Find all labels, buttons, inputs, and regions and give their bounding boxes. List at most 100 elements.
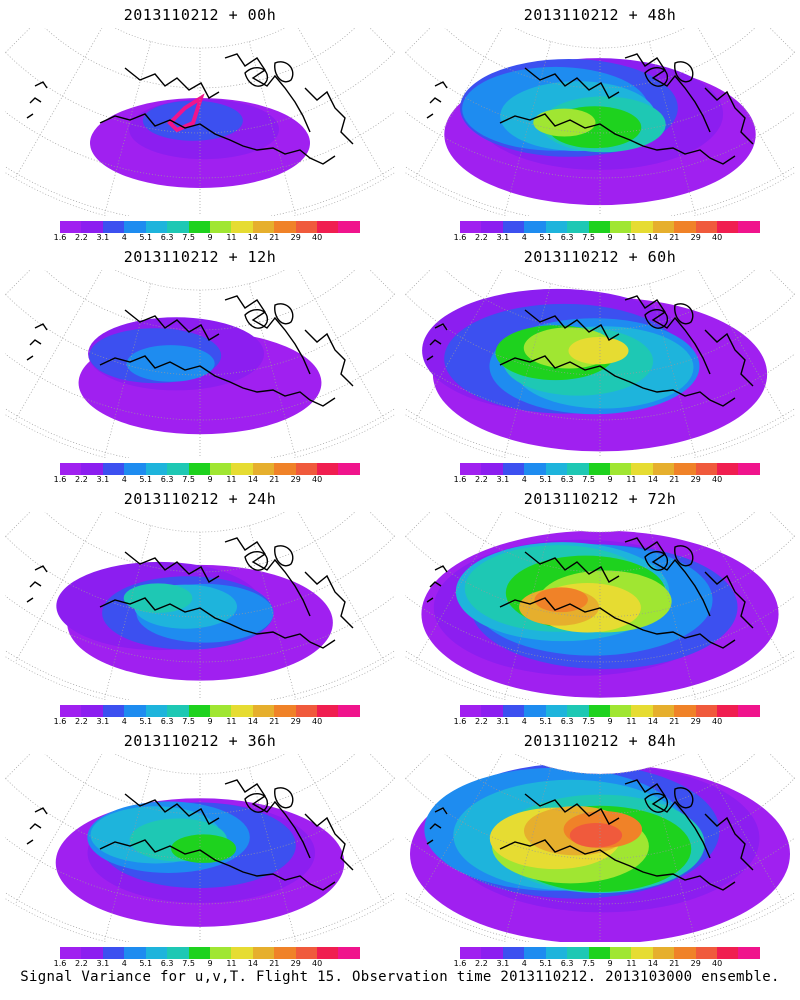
graticule-parallel	[423, 28, 777, 89]
colorbar-swatch	[274, 947, 296, 959]
colorbar-swatch	[609, 705, 632, 717]
colorbar-swatch	[674, 947, 696, 959]
colorbar-tick-label: 7.5	[182, 475, 195, 484]
graticule-meridian	[694, 28, 786, 179]
colorbar-swatch	[81, 947, 103, 959]
colorbar-swatch	[652, 947, 675, 959]
colorbar-swatch	[295, 705, 318, 717]
coastline	[124, 309, 220, 341]
coastline	[99, 355, 336, 407]
coastline	[704, 571, 754, 629]
colorbar-tick-label: 14	[647, 959, 658, 968]
colorbar-swatch	[60, 463, 82, 475]
graticule-parallel	[5, 518, 395, 618]
colorbar-tick-label: 4	[521, 475, 527, 484]
colorbar-tick-label: 14	[647, 233, 658, 242]
colorbar-tick-label: 29	[290, 959, 301, 968]
colorbar-tick-label: 21	[669, 233, 680, 242]
colorbar-tick-label: 21	[669, 959, 680, 968]
graticule-parallel	[5, 789, 395, 905]
graticule-meridian	[503, 283, 552, 458]
forecast-panel: 2013110212 + 84h 1.6 2.2 3.1 4 5.1 6.3 7.5 9 11 14…	[400, 726, 800, 968]
colorbar-swatch	[60, 705, 82, 717]
colorbar-swatch	[338, 947, 360, 959]
coastline	[499, 355, 736, 407]
colorbar-swatch	[145, 705, 168, 717]
colorbar-swatch	[481, 705, 503, 717]
colorbar-tick-label: 21	[269, 959, 280, 968]
colorbar-swatch	[695, 463, 718, 475]
colorbar-swatch	[481, 221, 503, 233]
colorbar-tick-label: 2.2	[475, 717, 488, 726]
colorbar-swatch	[567, 705, 589, 717]
colorbar-swatch	[567, 221, 589, 233]
colorbar-tick-label: 2.2	[475, 959, 488, 968]
variance-contour	[534, 587, 588, 613]
colorbar-tick-label: 6.3	[160, 717, 174, 726]
colorbar-swatch	[167, 463, 189, 475]
colorbar-tick-label: 40	[312, 717, 323, 726]
colorbar-tick-label: 6.3	[560, 959, 574, 968]
graticule-parallel	[5, 760, 395, 860]
graticule-parallel	[5, 34, 395, 134]
graticule-parallel	[5, 63, 395, 179]
panel-title: 2013110212 + 00h	[123, 6, 277, 24]
graticule-parallel	[405, 305, 795, 421]
colorbar-tick-label: 40	[312, 475, 323, 484]
coastline	[624, 779, 711, 859]
colorbar-swatch	[145, 463, 168, 475]
coastline	[644, 66, 669, 87]
coastline	[644, 792, 669, 813]
variance-map	[405, 270, 795, 458]
colorbar-labels: 1.6 2.2 3.1 4 5.1 6.3 7.5 9 11 14 21 29 40	[54, 233, 360, 245]
colorbar-swatch	[60, 947, 82, 959]
colorbar-swatch	[588, 947, 610, 959]
colorbar-swatch	[317, 221, 339, 233]
colorbar-swatch	[717, 705, 739, 717]
colorbar-swatch	[738, 947, 760, 959]
colorbar-tick-label: 5.1	[139, 717, 153, 726]
coastline	[224, 537, 311, 617]
colorbar-tick-label: 5.1	[539, 475, 553, 484]
colorbar-swatch	[588, 221, 610, 233]
colorbar-labels: 1.6 2.2 3.1 4 5.1 6.3 7.5 9 11 14 21 29 40	[454, 233, 760, 245]
colorbar-swatch	[738, 705, 760, 717]
forecast-panel: 2013110212 + 24h 1.6 2.2 3.1 4 5.1 6.3 7.5 9 11 14…	[0, 484, 400, 726]
colorbar	[460, 947, 760, 959]
colorbar-swatch	[188, 463, 210, 475]
colorbar-swatch	[252, 705, 275, 717]
colorbar-labels: 1.6 2.2 3.1 4 5.1 6.3 7.5 9 11 14 21 29 40	[454, 475, 760, 487]
coastline	[274, 303, 294, 325]
colorbar-swatch	[317, 947, 339, 959]
panel-title: 2013110212 + 60h	[523, 248, 677, 266]
colorbar-tick-label: 29	[690, 959, 701, 968]
colorbar-swatch	[274, 221, 296, 233]
colorbar-tick-label: 9	[207, 959, 213, 968]
colorbar-tick-label: 40	[312, 959, 323, 968]
colorbar-swatch	[717, 221, 739, 233]
colorbar-swatch	[274, 705, 296, 717]
forecast-panel: 2013110212 + 72h 1.6 2.2 3.1 4 5.1 6.3 7.5 9 11 14…	[400, 484, 800, 726]
panel-title: 2013110212 + 84h	[523, 732, 677, 750]
colorbar-tick-label: 5.1	[139, 959, 153, 968]
colorbar	[460, 705, 760, 717]
colorbar-swatch	[545, 705, 568, 717]
coastline	[124, 551, 220, 583]
graticule-meridian	[14, 28, 106, 179]
coastline	[26, 323, 48, 361]
colorbar-swatch	[588, 705, 610, 717]
graticule-parallel	[405, 276, 795, 376]
coastline	[124, 67, 220, 99]
variance-map	[5, 512, 395, 700]
coastline	[644, 550, 669, 571]
colorbar-tick-label: 1.6	[53, 233, 67, 242]
colorbar-tick-label: 6.3	[560, 233, 574, 242]
colorbar-swatch	[102, 947, 125, 959]
coastline	[426, 565, 448, 603]
colorbar-swatch	[481, 947, 503, 959]
coastline	[26, 807, 48, 845]
coastline	[524, 67, 620, 99]
colorbar-tick-label: 7.5	[582, 475, 595, 484]
colorbar-tick-label: 11	[226, 475, 237, 484]
colorbar-swatch	[502, 705, 525, 717]
